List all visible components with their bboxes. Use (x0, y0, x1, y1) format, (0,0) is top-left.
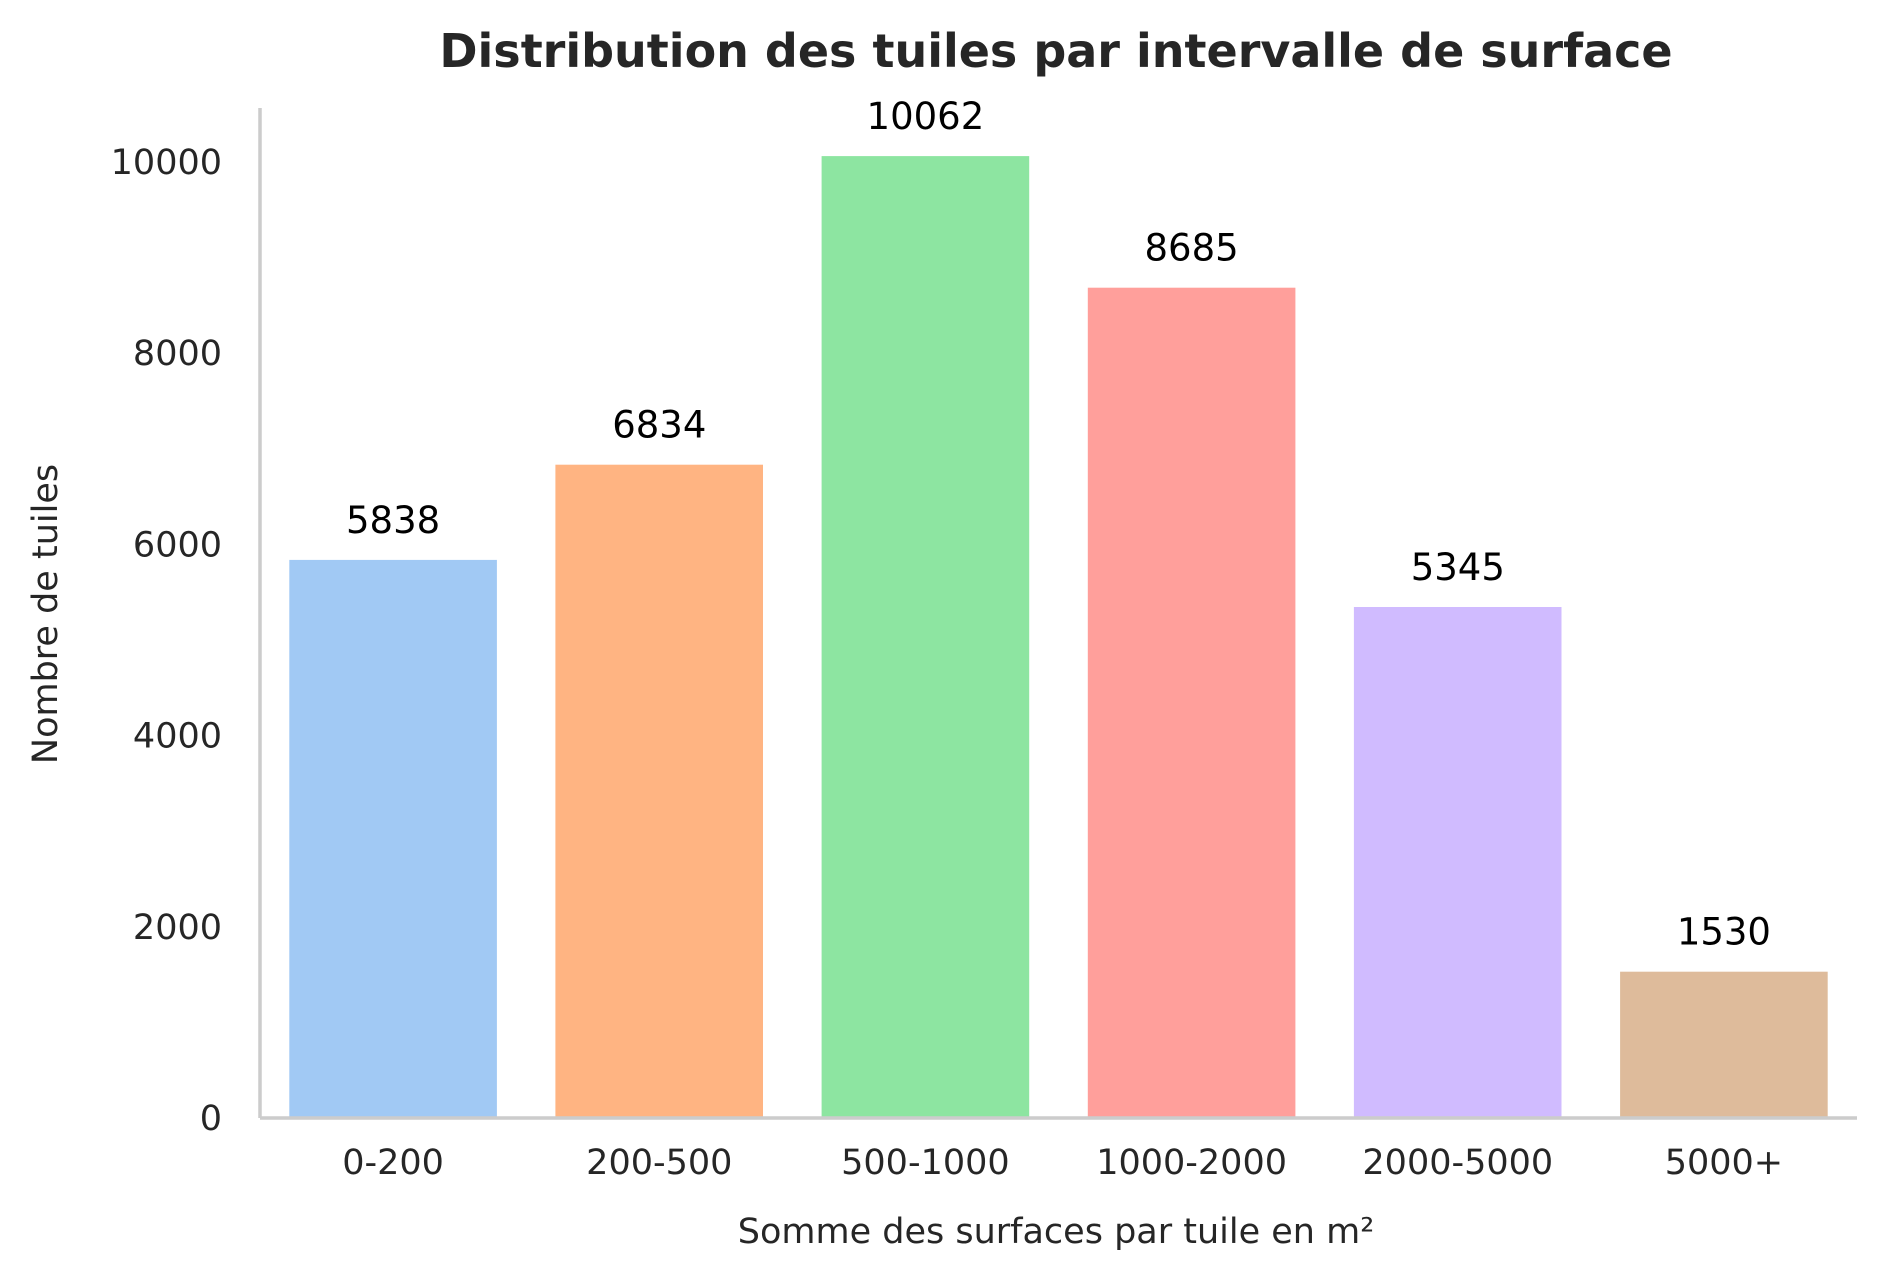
bar-value-label: 5345 (1411, 546, 1505, 589)
bar-5000+ (1620, 971, 1828, 1118)
chart-title: Distribution des tuiles par intervalle d… (439, 24, 1672, 78)
x-tick-label: 500-1000 (841, 1143, 1010, 1183)
bar-2000-5000 (1353, 607, 1562, 1118)
x-tick-label: 5000+ (1665, 1143, 1783, 1183)
bars-group (289, 156, 1828, 1119)
bar-value-label: 8685 (1145, 227, 1239, 270)
bar-labels-group: 5838 6834 10062 8685 5345 1530 (346, 95, 1771, 954)
x-axis-label: Somme des surfaces par tuile en m² (738, 1212, 1374, 1252)
bar-value-label: 1530 (1677, 911, 1771, 954)
bar-value-label: 10062 (867, 95, 985, 138)
bar-1000-2000 (1087, 287, 1296, 1118)
y-axis-label: Nombre de tuiles (26, 464, 66, 764)
y-tick-label: 8000 (133, 334, 222, 374)
y-tick-label: 6000 (133, 525, 222, 565)
x-tick-label: 1000-2000 (1096, 1143, 1287, 1183)
x-tick-label: 2000-5000 (1362, 1143, 1553, 1183)
y-tick-label: 2000 (133, 908, 222, 948)
y-tick-label: 0 (200, 1099, 222, 1139)
y-tick-label: 4000 (133, 717, 222, 757)
x-tick-labels-group: 0-200 200-500 500-1000 1000-2000 2000-5000 50… (342, 1143, 1783, 1183)
bar-value-label: 5838 (346, 499, 440, 542)
x-tick-label: 0-200 (342, 1143, 444, 1183)
bar-0-200 (289, 559, 497, 1118)
bar-200-500 (555, 464, 763, 1118)
y-tick-labels-group: 0 2000 4000 6000 8000 10000 (111, 143, 222, 1139)
y-tick-label: 10000 (111, 143, 222, 183)
x-tick-label: 200-500 (586, 1143, 732, 1183)
bar-500-1000 (821, 156, 1030, 1119)
bar-value-label: 6834 (612, 404, 706, 447)
